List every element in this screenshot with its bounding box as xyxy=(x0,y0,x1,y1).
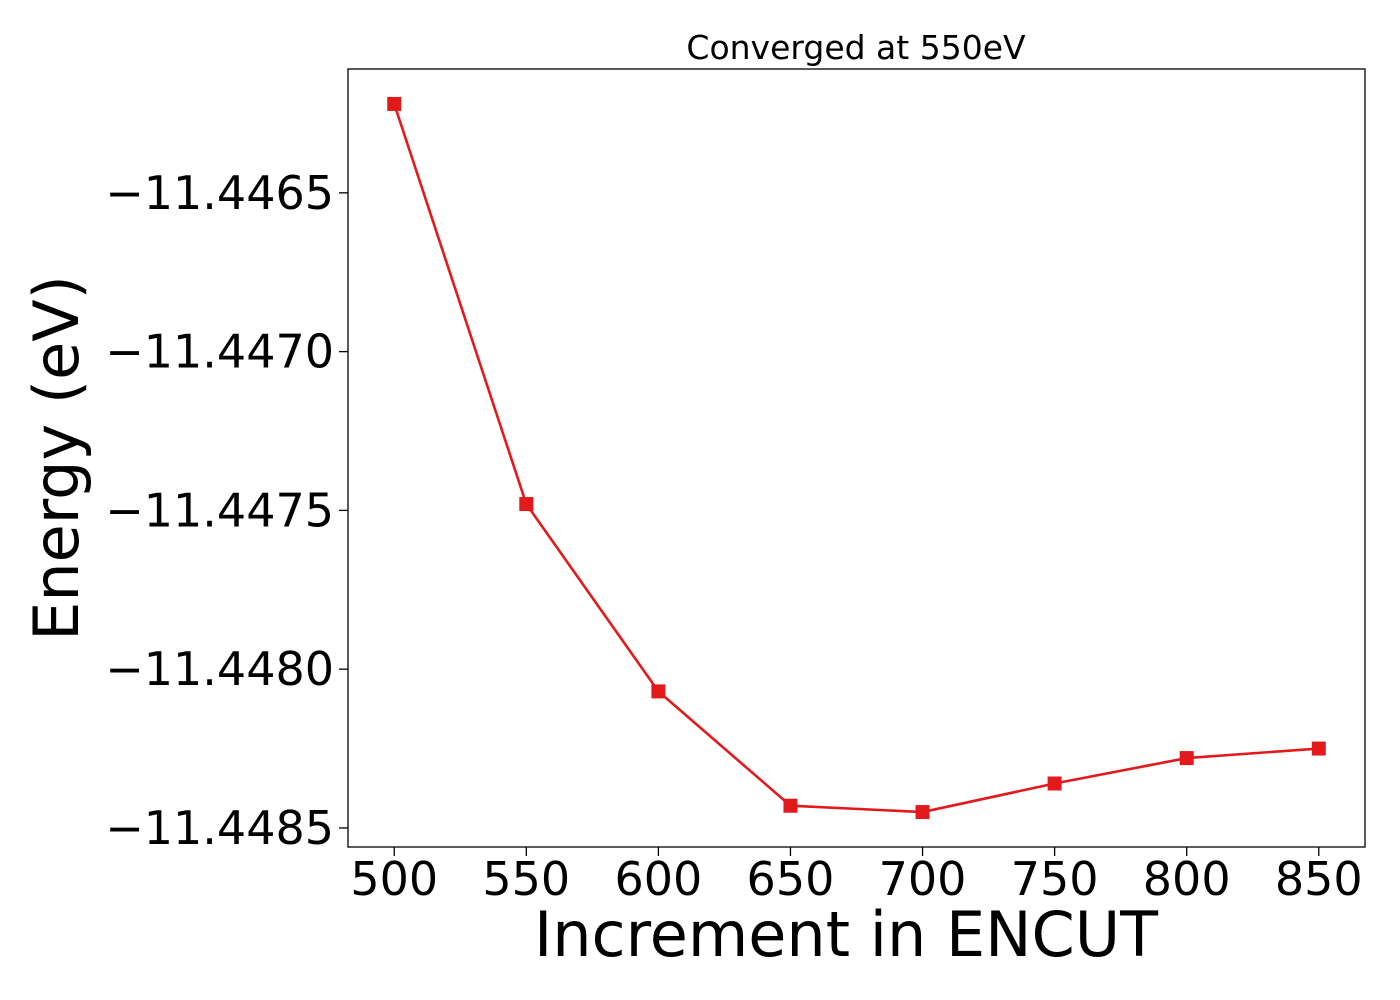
data-point-marker xyxy=(915,805,930,820)
data-point-marker xyxy=(387,96,402,111)
x-axis-label: Increment in ENCUT xyxy=(534,898,1159,971)
data-point-marker xyxy=(1311,741,1326,756)
data-point-marker xyxy=(1179,751,1194,766)
x-tick-label: 550 xyxy=(482,852,570,906)
x-tick-label: 850 xyxy=(1275,852,1363,906)
x-axis-ticks: 500 550 600 650 700 750 800 850 xyxy=(350,847,1363,906)
y-tick-label: −11.4465 xyxy=(105,166,334,220)
x-tick-label: 500 xyxy=(350,852,438,906)
x-tick-label: 700 xyxy=(879,852,967,906)
series-line xyxy=(392,103,1319,814)
data-point-marker xyxy=(783,798,798,813)
data-point-marker xyxy=(1047,776,1062,791)
y-axis-ticks: −11.4465 −11.4470 −11.4475 −11.4480 −11.4485 xyxy=(105,166,348,855)
y-tick-label: −11.4475 xyxy=(105,483,334,537)
data-point-marker xyxy=(651,684,666,699)
y-tick-label: −11.4480 xyxy=(105,642,334,696)
y-tick-label: −11.4470 xyxy=(105,325,334,379)
chart-title: Converged at 550eV xyxy=(686,28,1026,67)
x-tick-label: 750 xyxy=(1011,852,1099,906)
x-tick-label: 600 xyxy=(614,852,702,906)
series-layer xyxy=(387,96,1326,820)
y-axis-label: Energy (eV) xyxy=(20,275,93,641)
x-tick-label: 650 xyxy=(747,852,835,906)
data-point-marker xyxy=(519,497,534,512)
y-tick-label: −11.4485 xyxy=(105,801,334,855)
plot-area-frame xyxy=(347,68,1366,848)
x-tick-label: 800 xyxy=(1143,852,1231,906)
